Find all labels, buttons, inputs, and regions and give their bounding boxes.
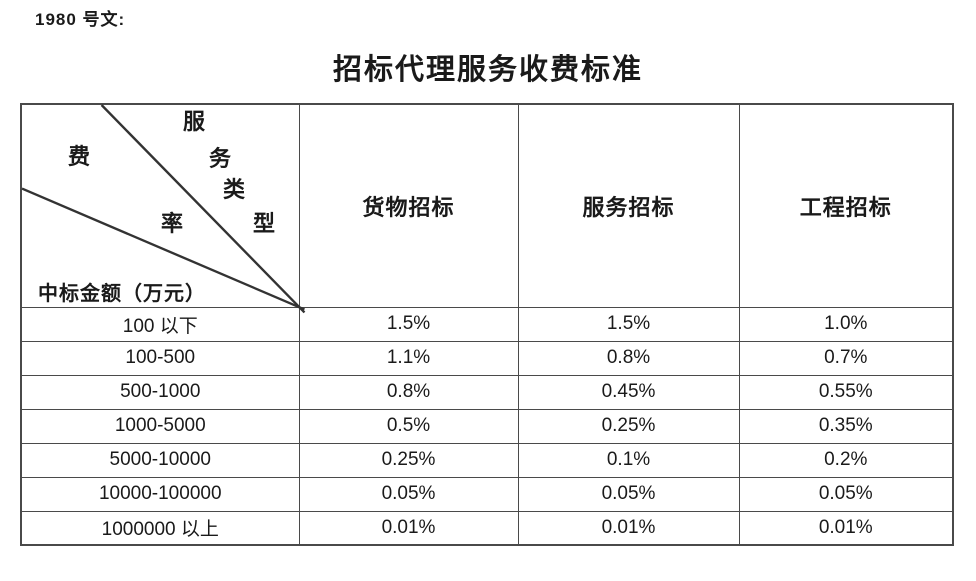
goods-rate-cell: 1.1% (298, 340, 519, 376)
goods-rate-cell: 0.5% (298, 408, 519, 444)
amount-range-cell: 1000000 以上 (20, 510, 300, 546)
service-rate-cell: 0.25% (517, 408, 740, 444)
diagonal-divider-lines (21, 104, 306, 314)
corner-header-cell: 服 务 类 型 费 率 中标金额（万元） (20, 103, 306, 314)
col-header-service-bidding: 服务招标 (517, 103, 740, 308)
corner-rate-char: 费 (68, 144, 91, 169)
service-rate-cell: 1.5% (517, 306, 740, 342)
page-title: 招标代理服务收费标准 (332, 54, 643, 86)
table-row: 1000-5000 0.5% 0.25% 0.35% (20, 408, 954, 444)
fee-rate-table: 服 务 类 型 费 率 中标金额（万元） 货物招标 服务招标 工程招标 100 … (20, 103, 954, 546)
service-rate-cell: 0.8% (517, 340, 740, 376)
table-row: 500-1000 0.8% 0.45% 0.55% (20, 374, 954, 410)
table-row: 100 以下 1.5% 1.5% 1.0% (20, 306, 954, 342)
service-rate-cell: 0.45% (517, 374, 740, 410)
corner-type-char: 务 (209, 146, 232, 171)
col-header-goods-bidding: 货物招标 (298, 103, 519, 308)
header-row: 服 务 类 型 费 率 中标金额（万元） 货物招标 服务招标 工程招标 (20, 103, 954, 314)
works-rate-cell: 1.0% (738, 306, 954, 342)
corner-type-char: 类 (223, 177, 246, 202)
corner-type-char: 服 (183, 109, 206, 134)
doc-number-label: 1980 号文: (35, 10, 126, 29)
amount-range-cell: 10000-100000 (20, 476, 300, 512)
works-rate-cell: 0.01% (738, 510, 954, 546)
col-header-works-bidding: 工程招标 (738, 103, 954, 308)
goods-rate-cell: 0.05% (298, 476, 519, 512)
amount-range-cell: 500-1000 (20, 374, 300, 410)
table-row: 5000-10000 0.25% 0.1% 0.2% (20, 442, 954, 478)
works-rate-cell: 0.35% (738, 408, 954, 444)
goods-rate-cell: 0.8% (298, 374, 519, 410)
goods-rate-cell: 0.01% (298, 510, 519, 546)
amount-range-cell: 1000-5000 (20, 408, 300, 444)
service-rate-cell: 0.01% (517, 510, 740, 546)
service-rate-cell: 0.05% (517, 476, 740, 512)
amount-range-cell: 100 以下 (20, 306, 300, 342)
works-rate-cell: 0.05% (738, 476, 954, 512)
table-row: 100-500 1.1% 0.8% 0.7% (20, 340, 954, 376)
corner-type-char: 型 (253, 211, 276, 236)
corner-amount-label: 中标金额（万元） (38, 283, 206, 305)
amount-range-cell: 100-500 (20, 340, 300, 376)
works-rate-cell: 0.7% (738, 340, 954, 376)
table-row: 10000-100000 0.05% 0.05% 0.05% (20, 476, 954, 512)
service-rate-cell: 0.1% (517, 442, 740, 478)
goods-rate-cell: 1.5% (298, 306, 519, 342)
goods-rate-cell: 0.25% (298, 442, 519, 478)
works-rate-cell: 0.2% (738, 442, 954, 478)
works-rate-cell: 0.55% (738, 374, 954, 410)
table-row: 1000000 以上 0.01% 0.01% 0.01% (20, 510, 954, 546)
amount-range-cell: 5000-10000 (20, 442, 300, 478)
corner-rate-char: 率 (161, 211, 184, 236)
